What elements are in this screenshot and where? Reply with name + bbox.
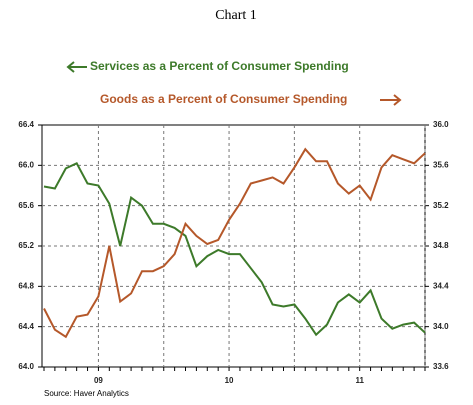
y2-tick-label: 34.0 — [433, 322, 449, 331]
y-tick-label: 65.6 — [18, 201, 34, 210]
y-tick-label: 64.8 — [18, 281, 34, 290]
y2-tick-label: 34.8 — [433, 241, 449, 250]
y2-tick-label: 33.6 — [433, 362, 449, 371]
y2-tick-label: 36.0 — [433, 120, 449, 129]
legend-label: Goods as a Percent of Consumer Spending — [100, 92, 347, 106]
x-tick-label: 10 — [225, 376, 234, 385]
y-tick-label: 66.0 — [18, 160, 34, 169]
x-tick-label: 09 — [94, 376, 103, 385]
y-tick-label: 66.4 — [18, 120, 34, 129]
y-tick-label: 65.2 — [18, 241, 34, 250]
legend-arrow — [66, 61, 87, 73]
y2-tick-label: 35.2 — [433, 201, 449, 210]
series-line — [43, 161, 426, 337]
legend-label: Services as a Percent of Consumer Spendi… — [90, 59, 349, 73]
series-line — [43, 147, 426, 339]
x-tick-label: 11 — [355, 376, 364, 385]
y2-tick-label: 34.4 — [433, 281, 449, 290]
legend-arrow — [380, 94, 402, 106]
y2-tick-label: 35.6 — [433, 160, 449, 169]
y-tick-label: 64.0 — [18, 362, 34, 371]
source: Source: Haver Analytics — [44, 389, 129, 398]
chart-title: Chart 1 — [215, 8, 257, 23]
y-tick-label: 64.4 — [18, 322, 34, 331]
